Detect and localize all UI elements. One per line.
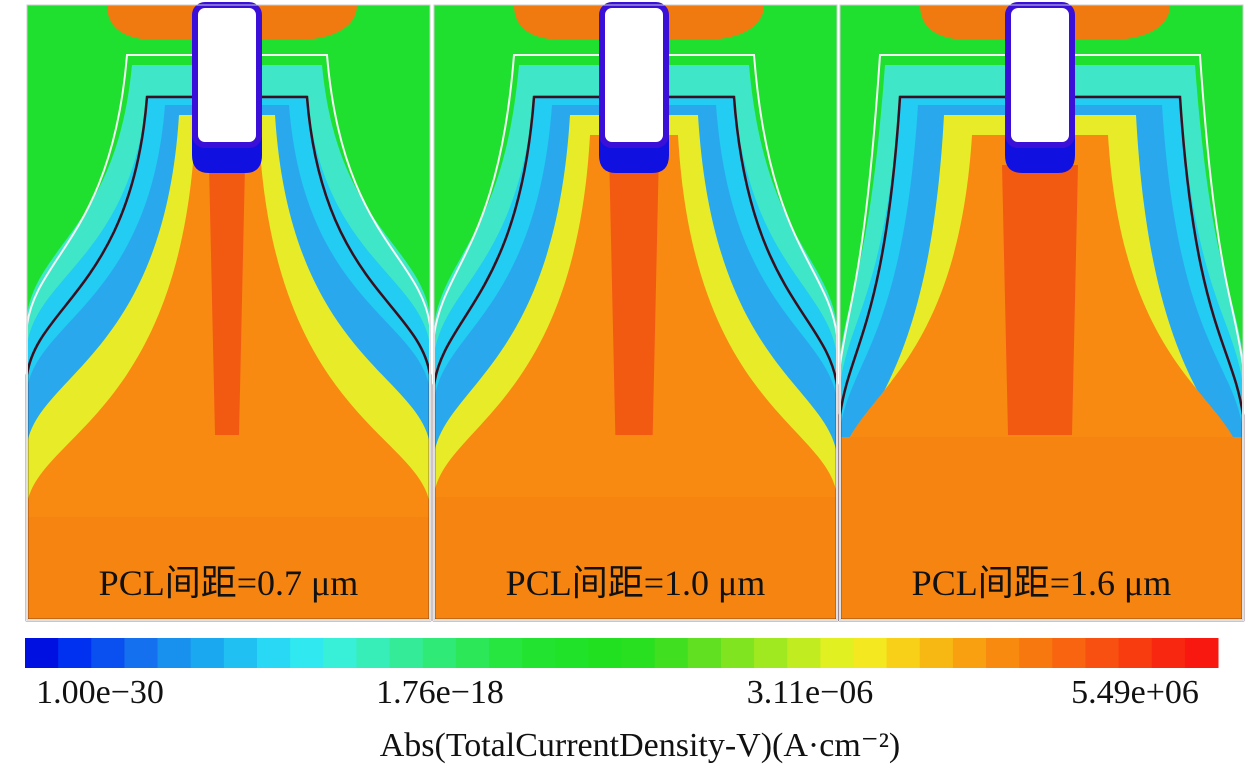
colorbar-segment xyxy=(787,638,821,668)
colorbar-segment xyxy=(1085,638,1120,668)
colorbar-segment xyxy=(1184,638,1219,668)
bottom-region xyxy=(840,437,1243,620)
panel-border xyxy=(839,4,1244,621)
colorbar-segment xyxy=(654,638,689,668)
colorbar-segment xyxy=(25,638,59,668)
colorbar-segment xyxy=(124,638,159,668)
colorbar-segment xyxy=(389,638,424,668)
colorbar-segment xyxy=(157,638,192,668)
bottom-region xyxy=(434,497,837,620)
colorbar-segment xyxy=(58,638,92,668)
colorbar-segment xyxy=(754,638,788,668)
colorbar-segment xyxy=(555,638,589,668)
colorbar-tick-label: 5.49e+06 xyxy=(1071,674,1199,711)
colorbar-segment xyxy=(190,638,225,668)
colorbar-segment xyxy=(223,638,258,668)
colorbar-segment xyxy=(455,638,490,668)
colorbar-tick-label: 3.11e−06 xyxy=(747,674,874,711)
colorbar-segment xyxy=(1052,638,1086,668)
colorbar-segment xyxy=(588,638,622,668)
colorbar-segment xyxy=(687,638,722,668)
colorbar-segment xyxy=(488,638,523,668)
colorbar-segment xyxy=(986,638,1020,668)
colorbar-tick-label: 1.76e−18 xyxy=(376,674,504,711)
colorbar-segment xyxy=(919,638,954,668)
panel-border xyxy=(26,4,431,621)
channel xyxy=(1002,165,1078,435)
panel-label: PCL间距=1.6 μm xyxy=(912,563,1172,603)
colorbar-segment xyxy=(91,638,125,668)
colorbar-segment xyxy=(323,638,357,668)
colorbar xyxy=(25,638,1219,668)
panels: PCL间距=0.7 μm PCL间距=1.0 μm PCL间距=1.6 μm xyxy=(25,2,1245,622)
colorbar-segment xyxy=(621,638,656,668)
colorbar-segment xyxy=(1019,638,1053,668)
panel: PCL间距=1.6 μm xyxy=(838,2,1245,622)
colorbar-segment xyxy=(256,638,291,668)
colorbar-segment xyxy=(1151,638,1186,668)
plug xyxy=(1005,2,1075,148)
bottom-region xyxy=(27,517,430,620)
panel: PCL间距=1.0 μm xyxy=(432,2,839,622)
colorbar-segment xyxy=(522,638,556,668)
colorbar-segment xyxy=(820,638,854,668)
colorbar-segment xyxy=(952,638,987,668)
colorbar-segment xyxy=(290,638,324,668)
colorbar-segment xyxy=(422,638,457,668)
colorbar-segment xyxy=(886,638,921,668)
plug xyxy=(599,2,669,148)
colorbar-tick-label: 1.00e−30 xyxy=(36,674,164,711)
panel-label: PCL间距=0.7 μm xyxy=(99,563,359,603)
panel-label: PCL间距=1.0 μm xyxy=(506,563,766,603)
panel: PCL间距=0.7 μm xyxy=(25,2,432,622)
channel xyxy=(209,165,245,435)
colorbar-segment xyxy=(853,638,888,668)
colorbar-segment xyxy=(1118,638,1153,668)
colorbar-title: Abs(TotalCurrentDensity-V)(A·cm⁻²) xyxy=(380,727,901,764)
panel-border xyxy=(433,4,838,621)
plug xyxy=(192,2,262,148)
colorbar-segment xyxy=(720,638,755,668)
colorbar-segment xyxy=(356,638,391,668)
channel xyxy=(609,165,659,435)
